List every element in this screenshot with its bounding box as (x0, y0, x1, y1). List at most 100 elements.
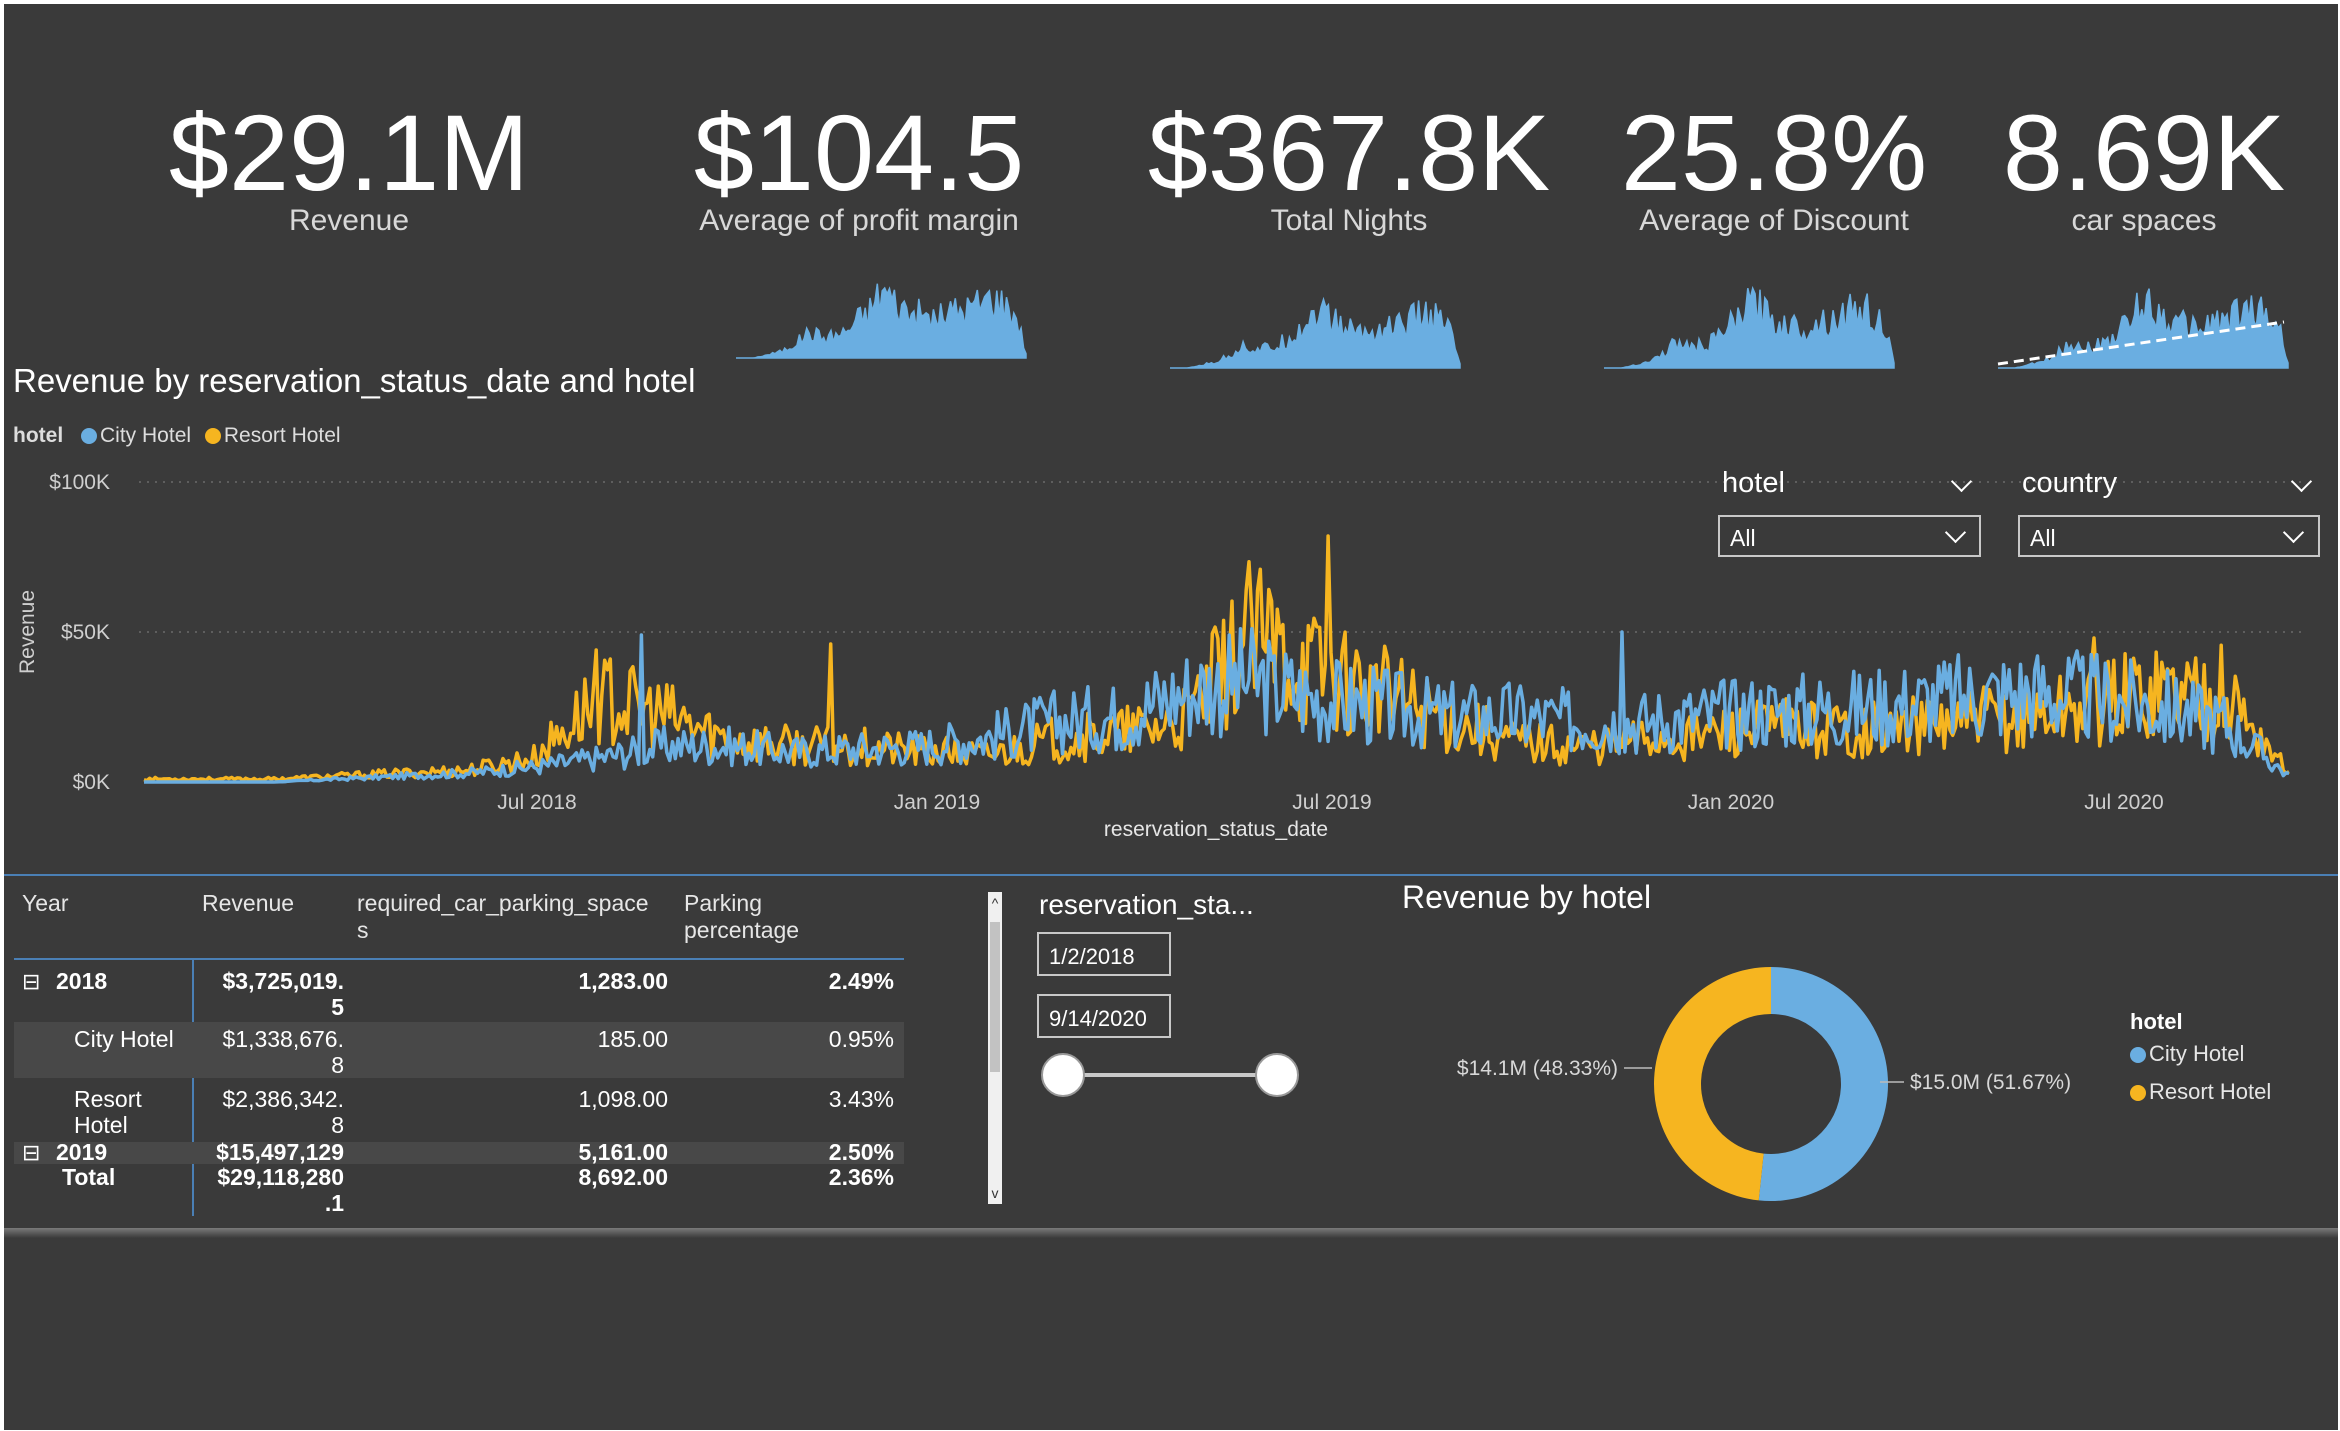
col-header-revenue[interactable]: Revenue (202, 890, 295, 916)
slice-label-city: $15.0M (51.67%) (1910, 1071, 2071, 1094)
x-axis-label: reservation_status_date (1104, 818, 1328, 841)
legend-resort-label: Resort Hotel (2149, 1079, 2272, 1104)
cell-revenue-wrap: 8 (331, 1052, 344, 1078)
cell-revenue: $3,725,019. (222, 968, 344, 994)
y-tick-label: $100K (49, 471, 110, 494)
date-slicer-title: reservation_sta... (1039, 889, 1254, 920)
city-dot-icon (2130, 1047, 2146, 1064)
y-axis-label: Revenue (16, 590, 39, 674)
resort-dot-icon (204, 428, 221, 445)
start-date-input[interactable]: 1/2/2018 (1037, 932, 1171, 976)
sparkline-path (736, 283, 1027, 359)
kpi-revenue-value: $29.1M (168, 92, 530, 213)
table-row-band (14, 1142, 904, 1164)
hotel-dropdown[interactable]: All (1718, 515, 1981, 557)
legend-title: hotel (13, 424, 64, 447)
report-canvas: $29.1M Revenue $104.5 Average of profit … (4, 4, 2338, 1430)
sparkline-profit-margin (736, 283, 1027, 359)
row-label: Resort (74, 1086, 142, 1112)
table-scrollbar[interactable]: ^ v (988, 892, 1002, 1204)
cell-spaces: 1,283.00 (578, 968, 668, 994)
row-label: 2018 (56, 968, 108, 994)
kpi-discount-label: Average of Discount (1639, 204, 1909, 237)
range-start-handle[interactable] (1041, 1053, 1085, 1097)
cell-revenue: $1,338,676. (222, 1026, 344, 1052)
collapse-icon[interactable]: ⊟ (22, 969, 41, 994)
kpi-discount-value: 25.8% (1620, 92, 1928, 213)
cell-pct: 2.50% (828, 1139, 894, 1165)
row-label: 2019 (56, 1139, 108, 1165)
kpi-car-spaces-label: car spaces (2071, 204, 2217, 237)
legend-item-city[interactable]: City Hotel (81, 424, 191, 447)
row-label-wrap: Hotel (74, 1112, 128, 1138)
total-label: Total (62, 1164, 116, 1190)
donut-legend: hotel City Hotel Resort Hotel (2130, 1009, 2271, 1105)
row-label: City Hotel (74, 1026, 174, 1052)
revenue-matrix[interactable]: Year Revenue required_car_parking_space … (4, 884, 1004, 1224)
country-dropdown[interactable]: All (2018, 515, 2320, 557)
col-header-parking-pct[interactable]: Parking (684, 890, 762, 916)
kpi-total-nights-value: $367.8K (1147, 92, 1551, 213)
x-tick-label: Jul 2020 (2084, 791, 2163, 814)
y-tick-label: $0K (73, 771, 110, 794)
donut-legend-title: hotel (2130, 1009, 2183, 1034)
chevron-down-icon (2282, 521, 2305, 544)
donut-title: Revenue by hotel (1402, 879, 1652, 915)
cell-spaces: 1,098.00 (578, 1086, 668, 1112)
total-revenue-wrap: .1 (324, 1190, 344, 1216)
scroll-thumb[interactable] (990, 922, 1000, 1072)
donut-slice-city-hotel (1758, 967, 1888, 1201)
legend-resort-label: Resort Hotel (223, 424, 341, 447)
resort-dot-icon (2130, 1085, 2146, 1102)
series-line-city-hotel (144, 626, 2290, 784)
legend-item-resort[interactable]: Resort Hotel (204, 424, 341, 447)
line-chart[interactable]: $100K $50K $0K Revenue Jul 2018 Jan 2019… (4, 444, 2338, 854)
range-end-handle[interactable] (1255, 1053, 1299, 1097)
x-tick-label: Jul 2019 (1292, 791, 1371, 814)
legend-city-label: City Hotel (2149, 1041, 2245, 1066)
sparkline-path (1170, 296, 1461, 369)
cell-pct: 2.49% (828, 968, 894, 994)
total-spaces: 8,692.00 (578, 1164, 668, 1190)
cell-revenue-wrap: 8 (331, 1112, 344, 1138)
cell-revenue: $15,497,129 (216, 1139, 344, 1165)
cell-spaces: 5,161.00 (578, 1139, 668, 1165)
col-header-parking-pct-wrap: percentage (684, 917, 800, 943)
col-header-parking-spaces-wrap: s (357, 917, 369, 943)
x-tick-label: Jul 2018 (497, 791, 576, 814)
bottom-divider (4, 1228, 2338, 1238)
collapse-icon[interactable]: ⊟ (22, 1140, 41, 1165)
donut-legend-item-resort[interactable]: Resort Hotel (2130, 1079, 2271, 1105)
x-tick-label: Jan 2019 (894, 791, 980, 814)
cell-revenue-wrap: 5 (331, 994, 344, 1020)
x-tick-label: Jan 2020 (1688, 791, 1774, 814)
country-slicer-label: country (2022, 467, 2118, 499)
scroll-up-icon[interactable]: ^ (991, 895, 999, 911)
sparkline-total-nights (1170, 296, 1461, 369)
line-chart-legend: hotel City Hotel Resort Hotel (13, 424, 341, 448)
date-range-track[interactable] (1064, 1073, 1274, 1077)
series-line-resort-hotel (143, 534, 2290, 783)
scroll-down-icon[interactable]: v (991, 1185, 999, 1201)
section-divider (4, 874, 2338, 876)
kpi-profit-margin-value: $104.5 (693, 92, 1025, 213)
table-row-band (14, 1022, 904, 1078)
y-tick-label: $50K (61, 621, 110, 644)
hotel-dropdown-value: All (1730, 525, 1756, 551)
kpi-profit-margin-label: Average of profit margin (699, 204, 1019, 237)
end-date-input[interactable]: 9/14/2020 (1037, 994, 1171, 1038)
hotel-slicer-label: hotel (1722, 467, 1785, 499)
donut-chart[interactable]: $15.0M (51.67%) $14.1M (48.33%) (1394, 934, 2094, 1204)
donut-legend-item-city[interactable]: City Hotel (2130, 1041, 2271, 1067)
kpi-car-spaces-value: 8.69K (2002, 92, 2286, 213)
sparkline-path (1604, 285, 1895, 369)
city-dot-icon (81, 428, 98, 445)
sparkline-discount (1604, 285, 1895, 369)
col-header-year[interactable]: Year (22, 890, 69, 916)
donut-slice-resort-hotel (1653, 967, 1771, 1201)
col-header-parking-spaces[interactable]: required_car_parking_space (357, 890, 649, 916)
line-chart-title: Revenue by reservation_status_date and h… (13, 362, 696, 399)
cell-pct: 3.43% (828, 1086, 894, 1112)
sparkline-car-spaces (1997, 288, 2289, 369)
legend-city-label: City Hotel (100, 424, 192, 447)
